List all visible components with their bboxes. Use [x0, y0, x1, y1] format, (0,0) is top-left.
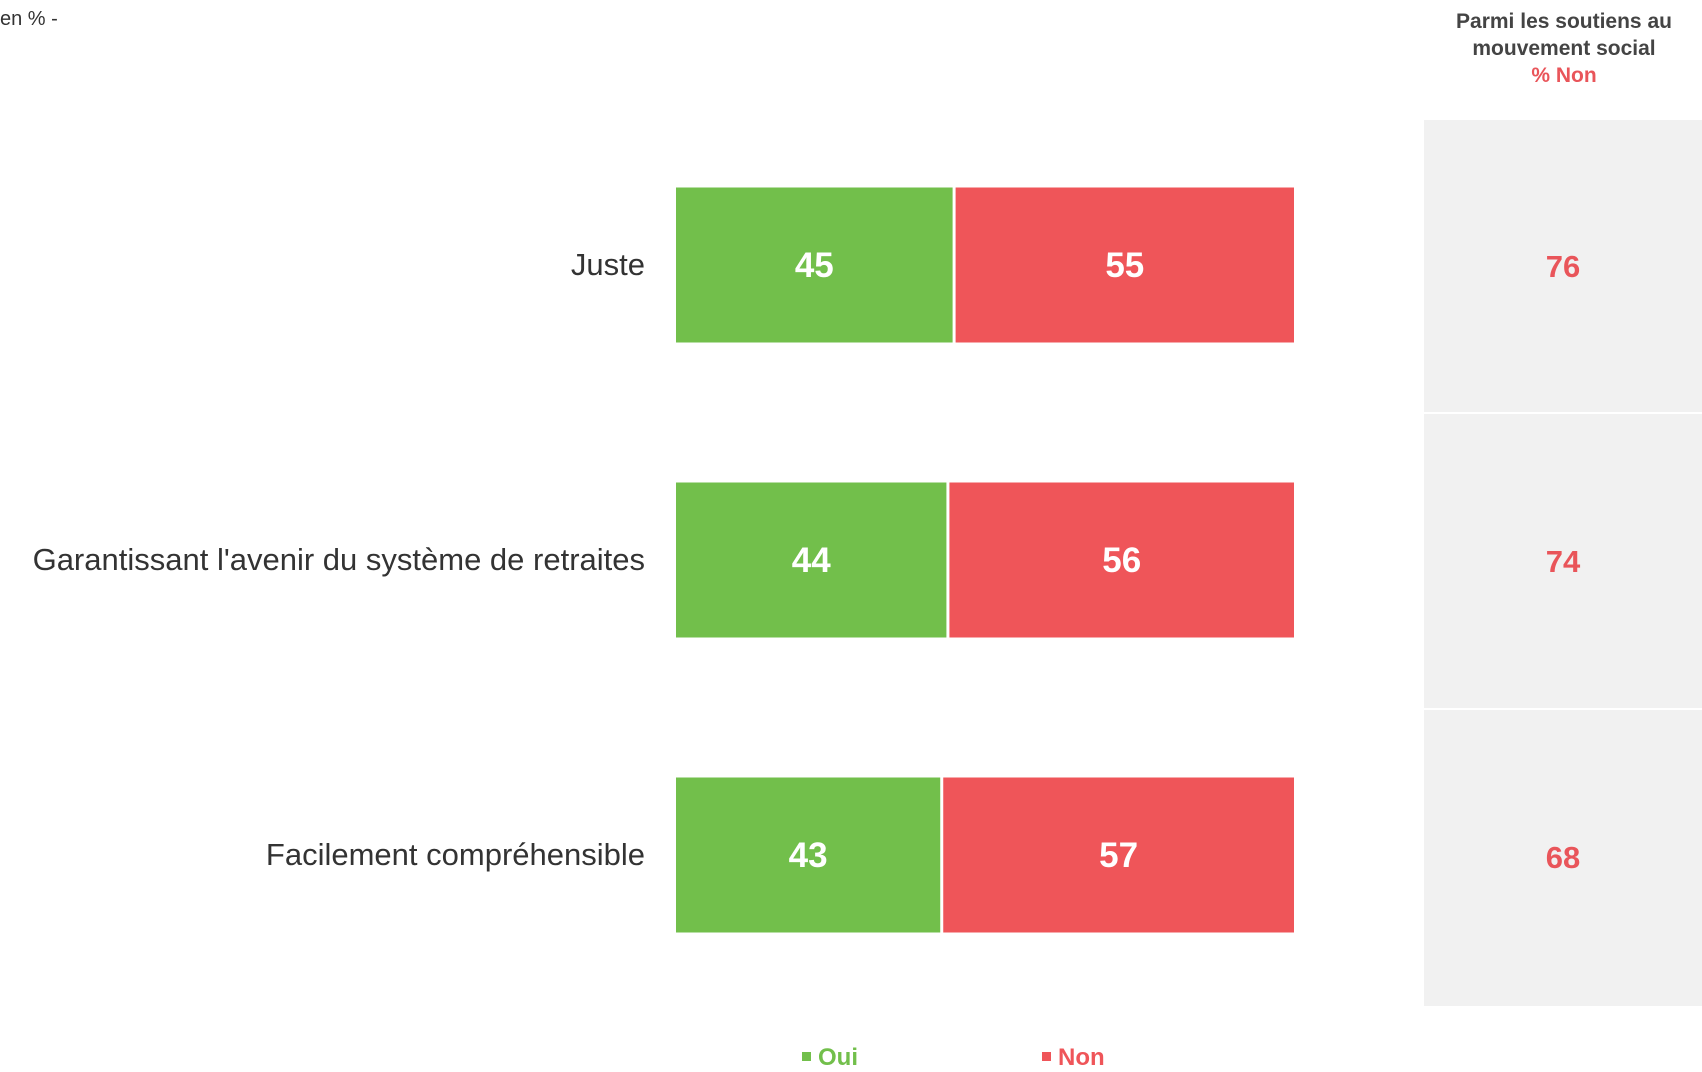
category-label-comprehensible: Facilement compréhensible	[266, 837, 645, 872]
legend-label-oui: Oui	[818, 1044, 858, 1071]
legend-swatch-non	[1042, 1052, 1051, 1062]
data-label-non-comprehensible: 57	[1099, 836, 1138, 875]
chart-legend: Oui Non	[0, 1044, 1702, 1072]
side-value-avenir: 74	[1545, 544, 1581, 579]
category-label-avenir: Garantissant l'avenir du système de retr…	[33, 542, 645, 577]
bar-oui-avenir	[676, 482, 947, 638]
legend-label-non: Non	[1058, 1044, 1105, 1071]
legend-item-non: Non	[1042, 1044, 1105, 1072]
side-panel-divider	[1424, 412, 1702, 414]
data-label-non-juste: 55	[1105, 246, 1144, 285]
side-header-line-2: mouvement social	[1472, 37, 1656, 60]
side-value-juste: 76	[1545, 249, 1581, 284]
stacked-bar-chart: Juste 45 55 Garantissant l'avenir du systèm…	[33, 187, 1294, 933]
side-value-comprehensible: 68	[1545, 840, 1581, 875]
bar-non-avenir	[949, 482, 1294, 638]
side-header-line-1: Parmi les soutiens au	[1456, 10, 1672, 33]
bar-non-juste	[955, 187, 1294, 343]
data-label-oui-avenir: 44	[792, 541, 831, 580]
side-panel-divider	[1424, 708, 1702, 710]
bar-oui-juste	[676, 187, 953, 343]
data-label-oui-comprehensible: 43	[789, 836, 828, 875]
data-label-non-avenir: 56	[1102, 541, 1141, 580]
side-panel: 76 74 68	[1424, 120, 1702, 1006]
bar-non-comprehensible	[943, 777, 1294, 933]
bar-oui-comprehensible	[676, 777, 941, 933]
data-label-oui-juste: 45	[795, 246, 834, 285]
side-panel-header: Parmi les soutiens au mouvement social %…	[1426, 8, 1702, 89]
unit-note: en % -	[0, 8, 58, 30]
legend-swatch-oui	[802, 1052, 811, 1062]
category-label-juste: Juste	[571, 247, 645, 282]
legend-item-oui: Oui	[802, 1044, 858, 1072]
side-header-metric: % Non	[1531, 64, 1597, 87]
